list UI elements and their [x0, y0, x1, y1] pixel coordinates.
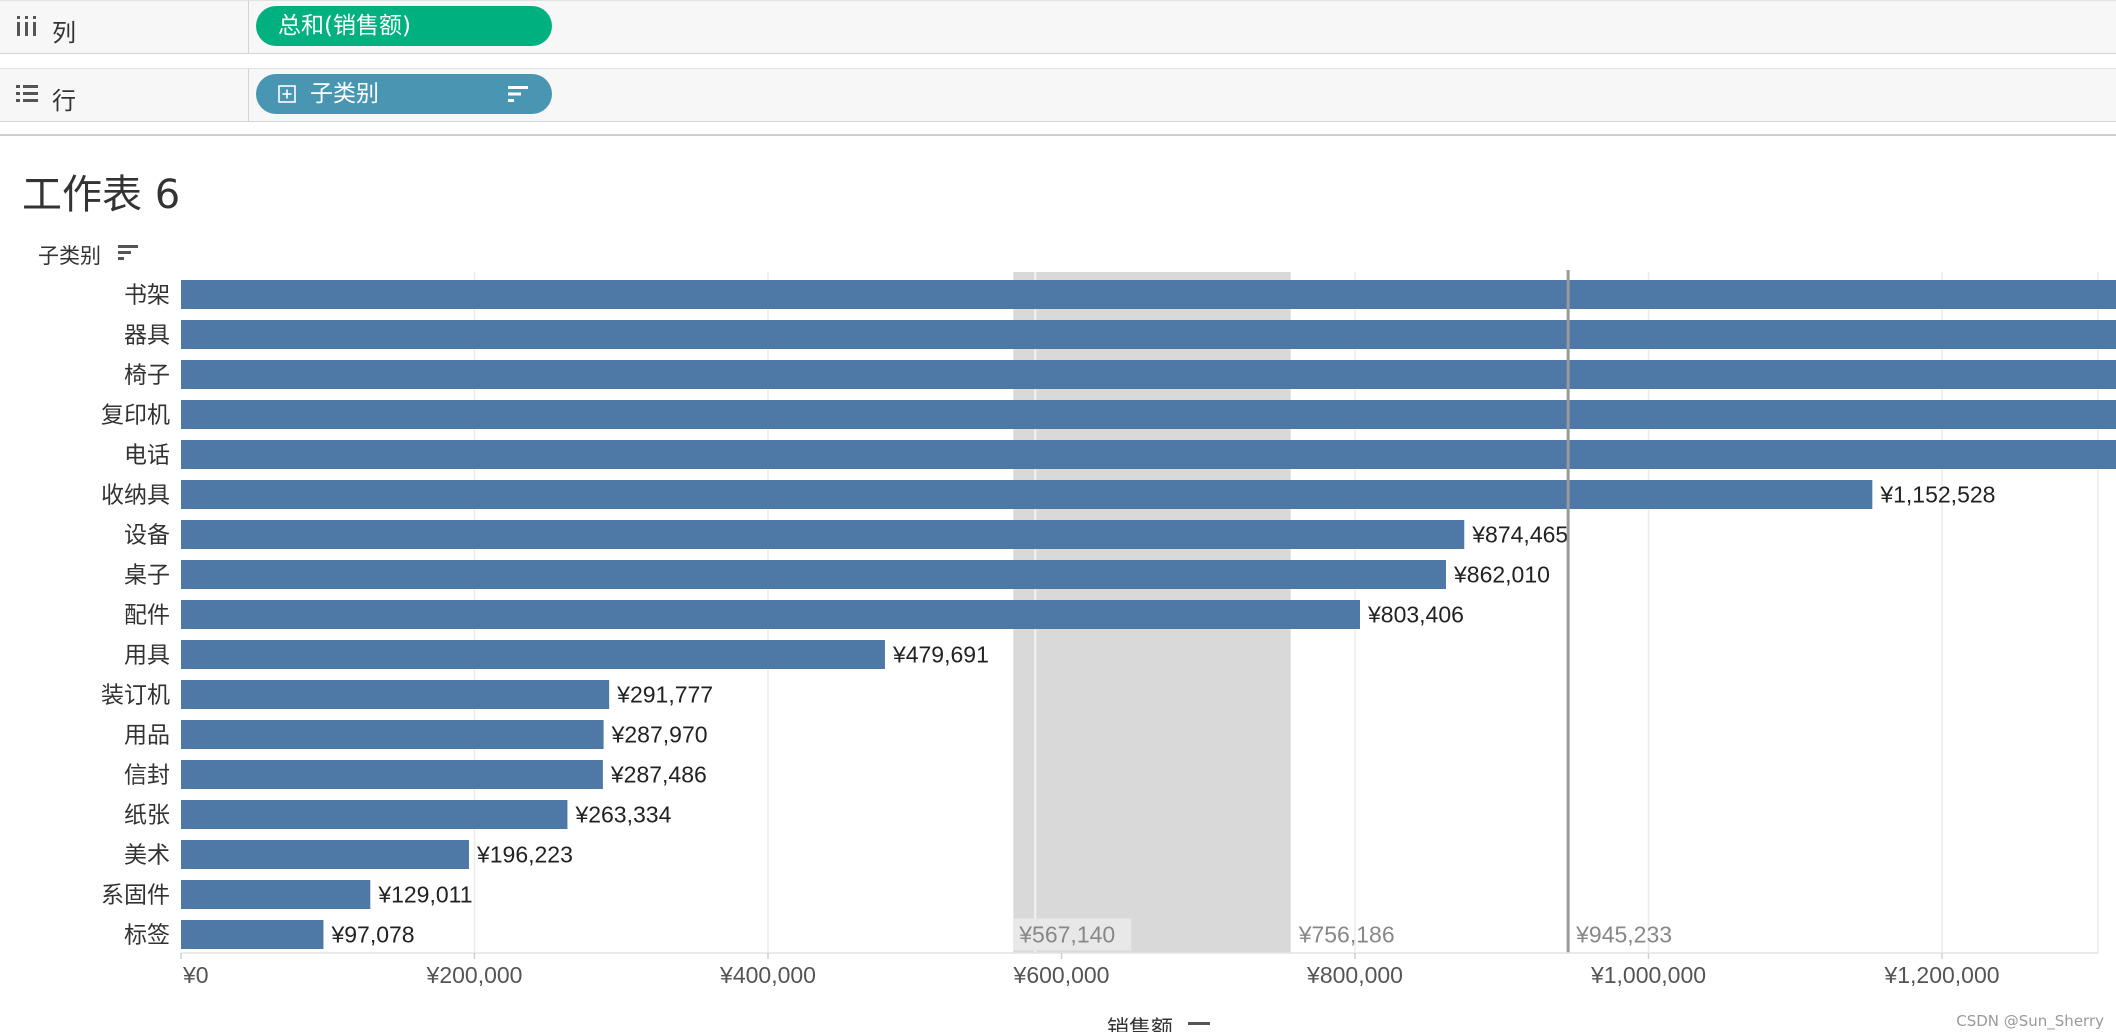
x-tick-label: ¥800,000: [1306, 962, 1403, 988]
watermark: CSDN @Sun_Sherry: [1956, 1012, 2104, 1030]
bar[interactable]: [181, 480, 1873, 509]
bar-value-label: ¥803,406: [1367, 602, 1464, 628]
axis-sort-icon[interactable]: [1188, 1022, 1210, 1025]
x-tick-label: ¥1,200,000: [1883, 962, 1999, 988]
category-label: 复印机: [101, 403, 170, 429]
worksheet-view: 工作表 6 子类别 书架¥2,307,203器具¥2,160,183椅子¥2,0…: [0, 134, 2116, 1032]
category-label: 书架: [124, 283, 170, 309]
category-label: 用品: [124, 723, 170, 749]
bar-value-label: ¥874,465: [1471, 522, 1568, 548]
bar-value-label: ¥97,078: [330, 922, 414, 948]
columns-pill-sales-sum[interactable]: 总和(销售额): [256, 6, 552, 46]
category-label: 椅子: [124, 363, 170, 389]
columns-pill-label: 总和(销售额): [278, 13, 411, 39]
bar[interactable]: [181, 640, 885, 669]
row-header-sort-icon[interactable]: [118, 245, 138, 261]
bar-value-label: ¥862,010: [1453, 562, 1550, 588]
bar-chart: 书架¥2,307,203器具¥2,160,183椅子¥2,085,436复印机¥…: [101, 270, 2116, 1032]
bar[interactable]: [181, 720, 604, 749]
columns-icon: [17, 16, 36, 36]
rows-shelf-name: 行: [52, 87, 76, 115]
category-label: 配件: [124, 603, 170, 629]
bar[interactable]: [181, 520, 1465, 549]
category-label: 装订机: [101, 683, 170, 709]
category-label: 纸张: [124, 803, 170, 829]
reference-band-high-label: ¥756,186: [1298, 922, 1395, 948]
x-tick-label: ¥600,000: [1013, 962, 1110, 988]
x-tick-label: ¥400,000: [719, 962, 816, 988]
category-label: 美术: [124, 843, 170, 869]
category-label: 信封: [124, 763, 170, 789]
bar-value-label: ¥263,334: [574, 802, 671, 828]
category-label: 用具: [124, 643, 170, 669]
bar-value-label: ¥129,011: [377, 882, 472, 908]
bar[interactable]: [181, 560, 1446, 589]
category-label: 器具: [124, 323, 170, 349]
reference-line-label: ¥945,233: [1575, 922, 1672, 948]
bar[interactable]: [181, 920, 324, 949]
bar[interactable]: [181, 320, 2116, 349]
rows-pill-subcategory[interactable]: 子类别: [256, 74, 552, 114]
bar[interactable]: [181, 280, 2116, 309]
rows-shelf-label: 行: [0, 69, 249, 121]
x-tick-label: ¥1,000,000: [1590, 962, 1706, 988]
bar[interactable]: [181, 440, 2116, 469]
bar[interactable]: [181, 600, 1360, 629]
x-tick-label: ¥0: [182, 962, 209, 988]
sheet-title: 工作表 6: [22, 172, 181, 218]
bar[interactable]: [181, 400, 2116, 429]
category-label: 桌子: [124, 563, 170, 589]
rows-pill-label: 子类别: [310, 81, 379, 107]
rows-icon: [16, 85, 38, 102]
bar[interactable]: [181, 760, 603, 789]
category-label: 标签: [124, 923, 170, 949]
columns-shelf-name: 列: [52, 19, 76, 47]
category-label: 设备: [124, 523, 170, 549]
category-label: 收纳具: [101, 483, 170, 509]
bar-value-label: ¥1,152,528: [1879, 482, 1995, 508]
bar-value-label: ¥479,691: [892, 642, 989, 668]
bar[interactable]: [181, 680, 610, 709]
x-tick-label: ¥200,000: [426, 962, 523, 988]
row-header-label: 子类别: [38, 244, 101, 268]
bar[interactable]: [181, 880, 371, 909]
bar[interactable]: [181, 800, 568, 829]
bar-value-label: ¥291,777: [616, 682, 713, 708]
reference-band-label-bg: [1013, 918, 1132, 951]
x-axis-title: 销售额: [1107, 1017, 1173, 1032]
columns-shelf-label: 列: [0, 1, 249, 53]
sort-descending-icon[interactable]: [508, 85, 528, 103]
bar[interactable]: [181, 840, 469, 869]
bar-value-label: ¥287,970: [611, 722, 708, 748]
category-label: 电话: [124, 443, 170, 469]
bar-value-label: ¥287,486: [610, 762, 707, 788]
expand-plus-icon[interactable]: [278, 85, 296, 103]
columns-shelf: 列 总和(销售额): [0, 0, 2116, 54]
rows-shelf: 行 子类别: [0, 68, 2116, 122]
bar[interactable]: [181, 360, 2116, 389]
reference-band-low-label: ¥567,140: [1018, 922, 1115, 948]
bar-value-label: ¥196,223: [476, 842, 573, 868]
category-label: 系固件: [101, 883, 170, 909]
